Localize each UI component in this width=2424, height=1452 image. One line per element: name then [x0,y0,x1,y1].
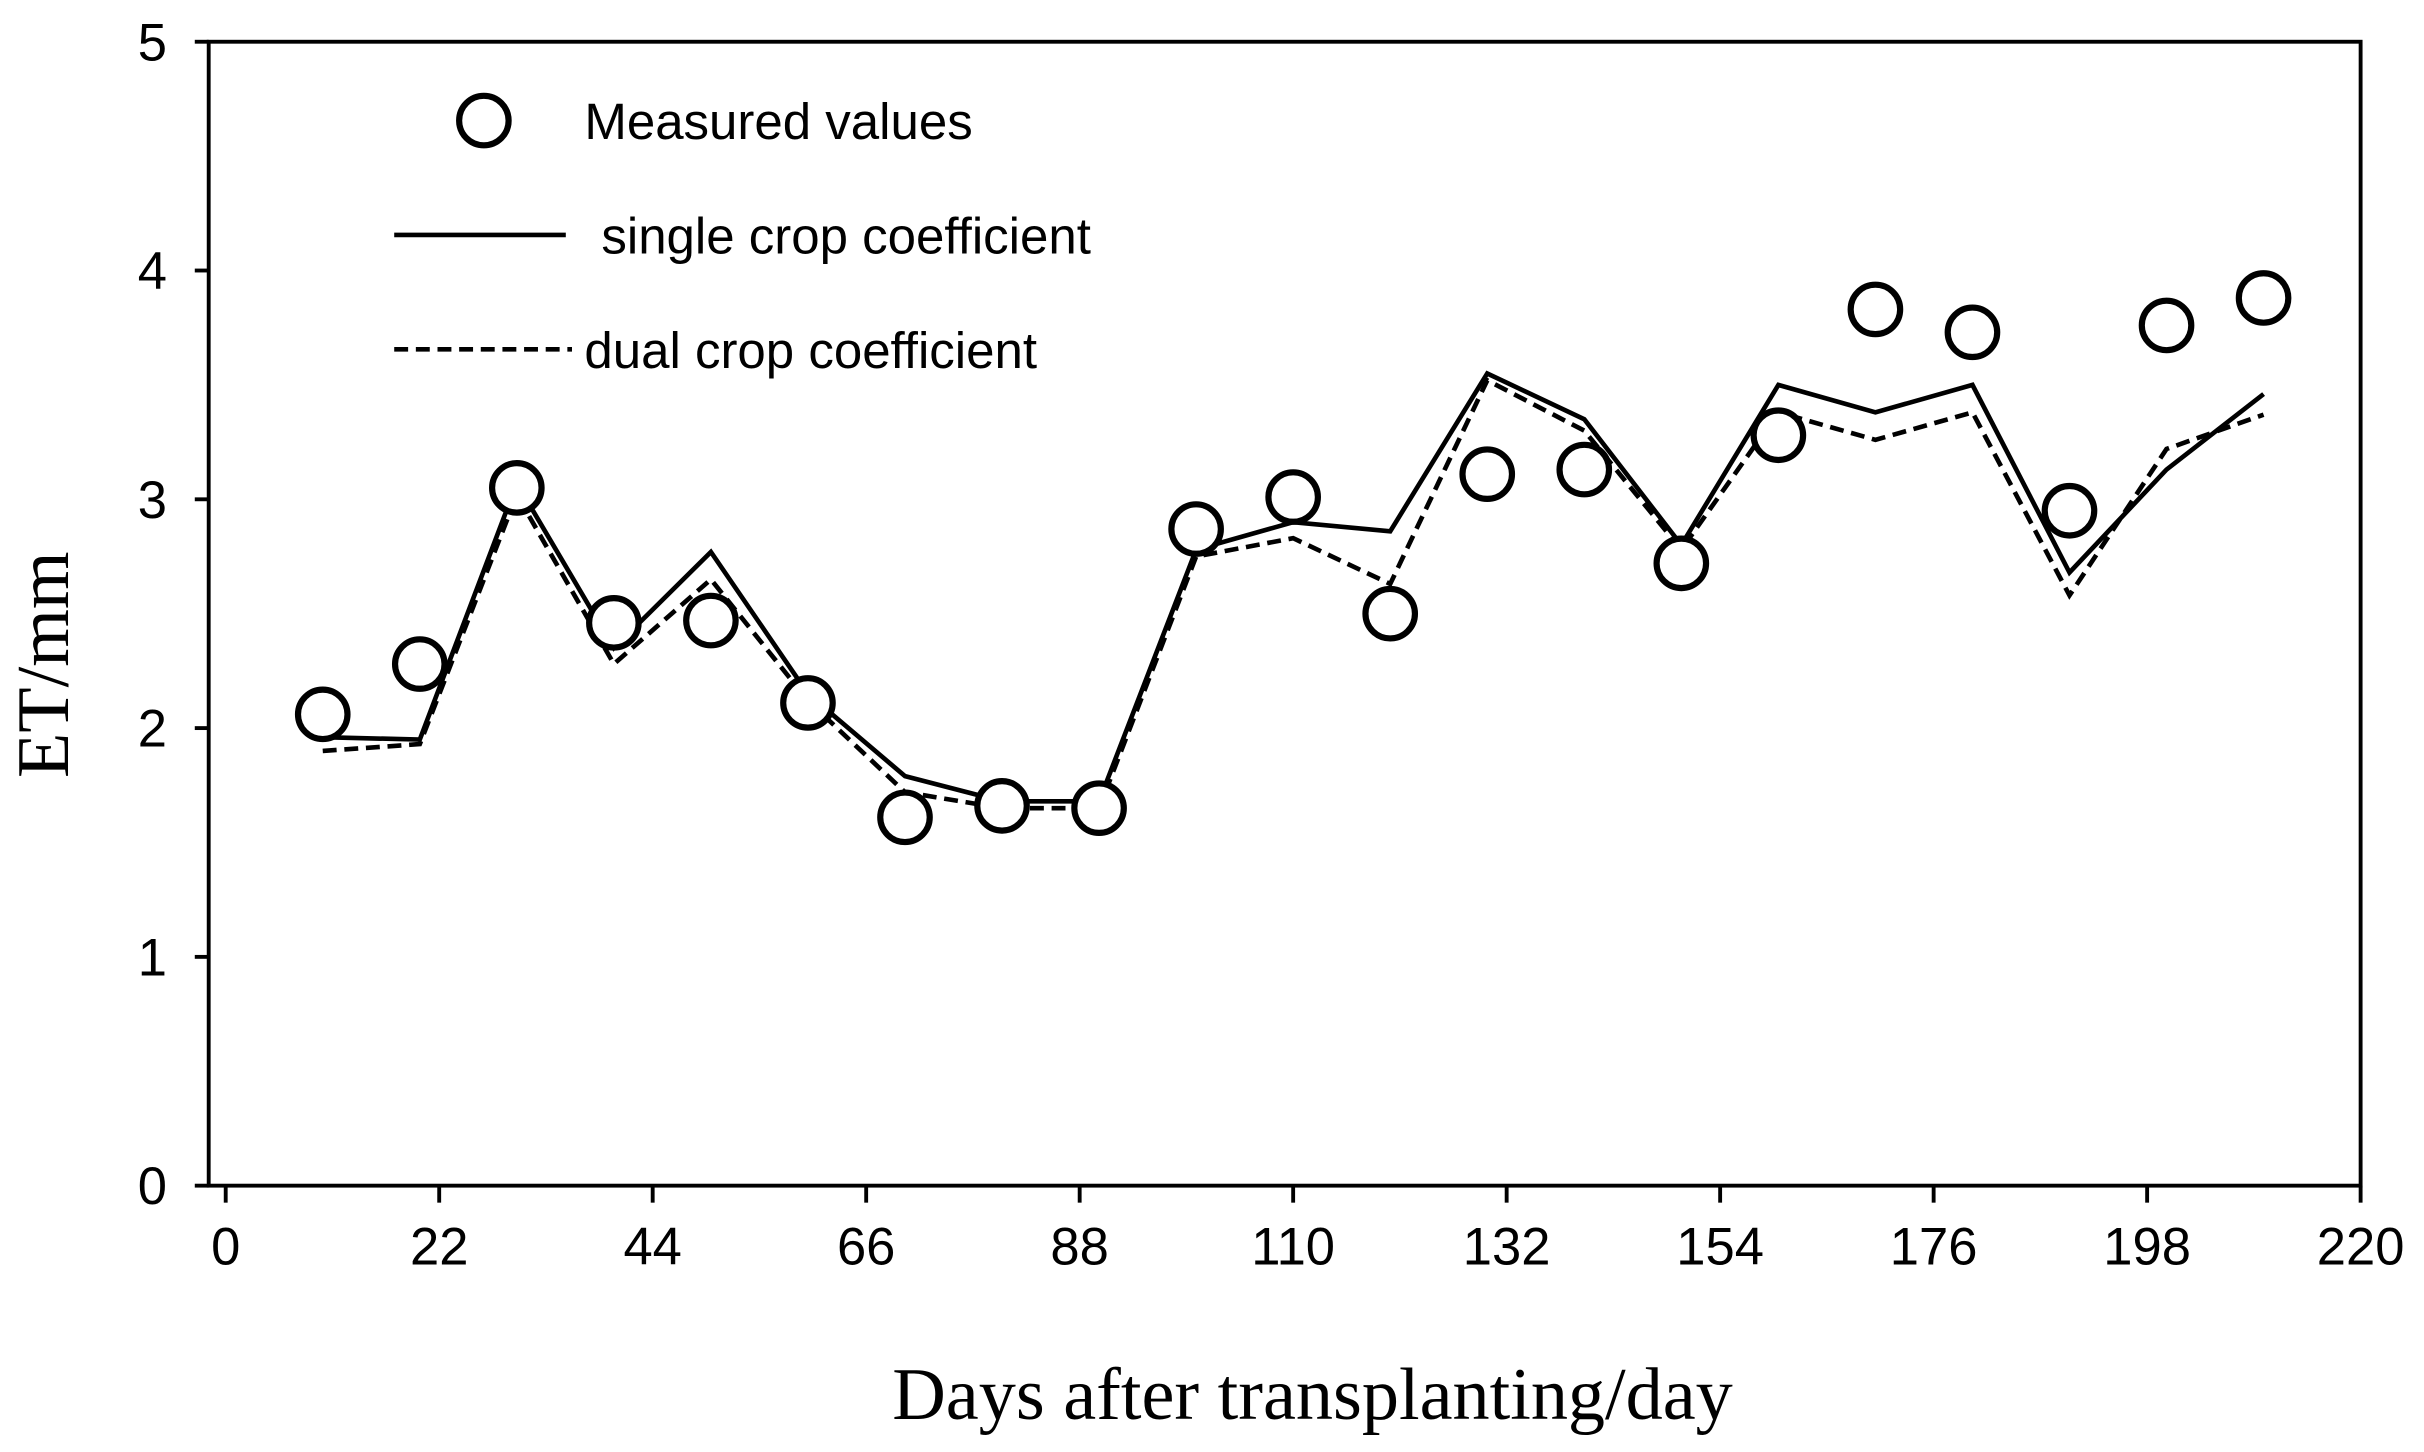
y-axis-ticks: 0 1 2 3 4 5 [138,13,209,1216]
measured-markers [294,270,2292,846]
y-tick-label: 2 [138,700,167,759]
x-tick-label: 198 [2103,1217,2191,1276]
measured-point [586,595,642,651]
x-axis-title: Days after transplanting/day [892,1354,1733,1436]
measured-point [1265,469,1321,525]
measured-point [1556,441,1613,498]
x-tick-label: 44 [623,1217,681,1276]
plot-frame [206,39,2363,1188]
measured-point [1362,585,1419,642]
measured-point [974,778,1030,834]
measured-point [780,675,836,731]
measured-point [391,636,448,692]
x-tick-label: 154 [1676,1217,1764,1276]
legend-marker-measured [456,92,512,149]
series-line-dual-crop-coefficient [322,377,2265,811]
measured-point [1071,780,1127,836]
x-tick-label: 66 [837,1217,895,1276]
y-tick-label: 3 [138,471,167,530]
measured-point [1168,501,1224,557]
measured-point [1944,304,2001,361]
y-tick-label: 1 [138,928,167,987]
measured-point [877,789,933,846]
x-tick-label: 88 [1050,1217,1108,1276]
x-tick-label: 176 [1890,1217,1978,1276]
x-tick-label: 22 [410,1217,468,1276]
x-tick-label: 132 [1463,1217,1551,1276]
y-axis-title: ET/mm [3,551,85,778]
measured-point [2138,297,2195,354]
measured-point [489,460,545,516]
x-tick-label: 220 [2317,1217,2405,1276]
measured-point [1653,535,1710,592]
x-tick-label: 0 [211,1217,240,1276]
measured-point [2235,270,2292,326]
legend-label-single: single crop coefficient [601,208,1091,265]
y-tick-label: 5 [138,13,167,72]
x-axis-ticks: 0 22 44 66 88 110 132 154 176 198 220 [211,1185,2405,1276]
legend: Measured values single crop coefficient … [394,92,1091,379]
measured-point [1750,407,1807,464]
legend-label-measured: Measured values [584,93,972,150]
measured-point [1459,446,1516,502]
legend-label-dual: dual crop coefficient [584,322,1037,379]
measured-point [294,686,351,743]
y-tick-label: 4 [138,242,167,301]
y-tick-label: 0 [138,1157,167,1216]
measured-point [683,592,739,649]
measured-point [1847,281,1904,338]
x-tick-label: 110 [1251,1217,1335,1276]
measured-point [2041,482,2098,539]
